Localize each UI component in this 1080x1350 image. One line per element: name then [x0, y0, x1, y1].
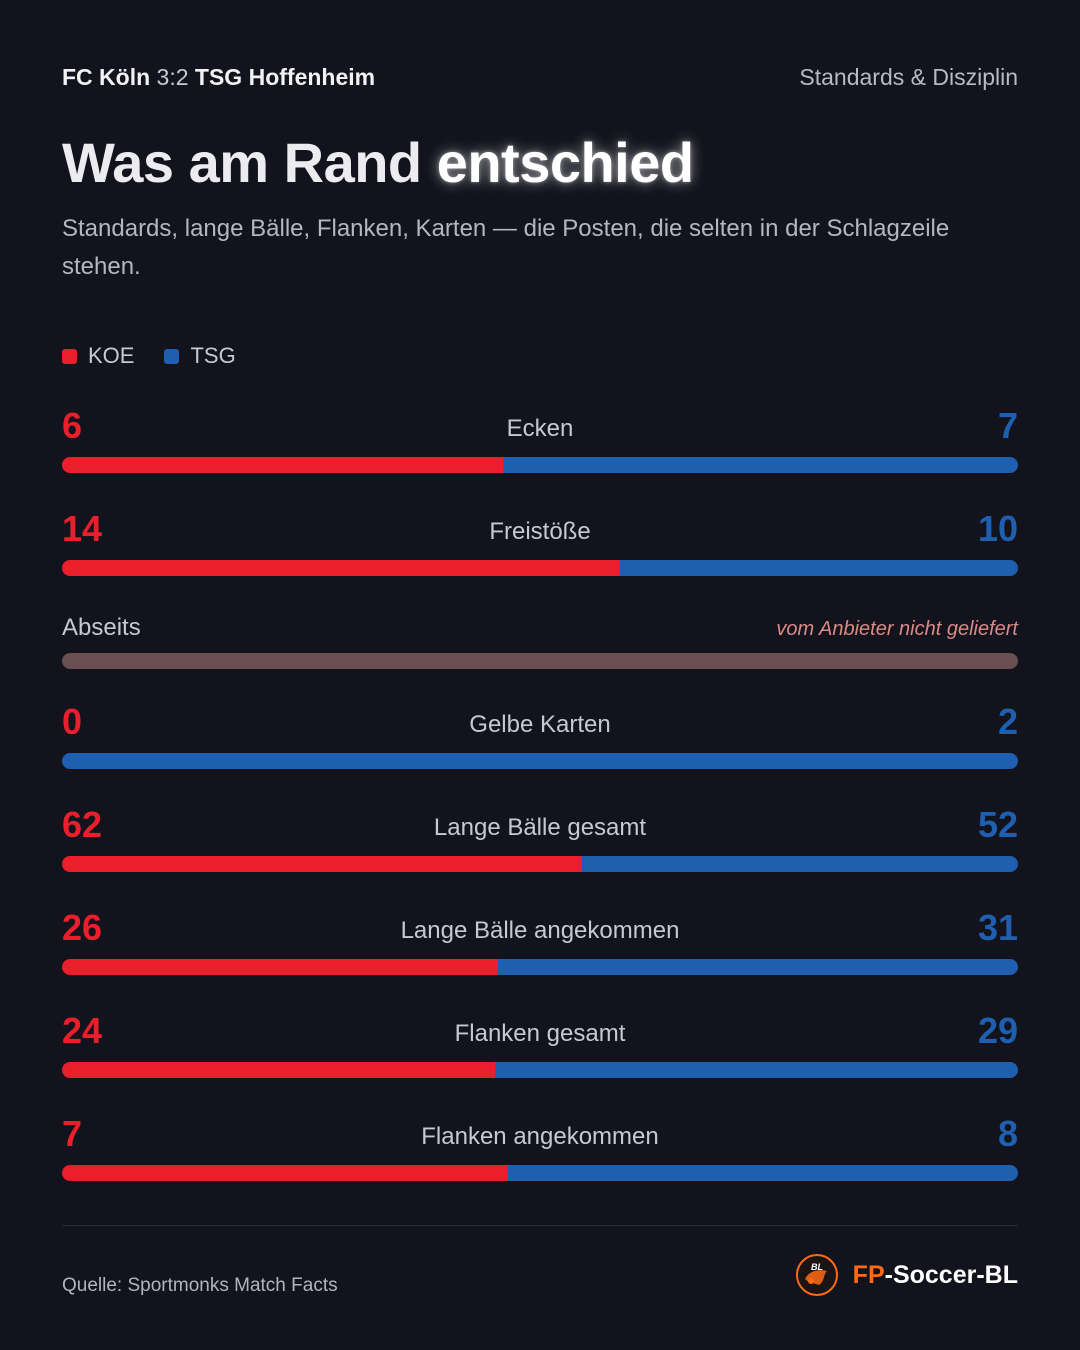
bar-segment-away [494, 1062, 1018, 1078]
stat-row: Abseits vom Anbieter nicht geliefert [62, 606, 1018, 693]
legend-swatch-away [164, 348, 180, 364]
bar-segment-away [619, 560, 1018, 576]
away-team: TSG Hoffenheim [194, 64, 376, 90]
stat-bar [62, 959, 1018, 975]
page-subtitle: Standards, lange Bälle, Flanken, Karten … [62, 215, 950, 280]
value-home: 6 [62, 405, 83, 446]
stat-label: Ecken [506, 415, 574, 442]
bar-segment-home [62, 457, 504, 473]
stat-label: Abseits [62, 614, 141, 641]
stat-label: Flanken gesamt [454, 1020, 626, 1047]
missing-note: vom Anbieter nicht geliefert [776, 618, 1018, 640]
stat-row: 7 Flanken angekommen 8 [62, 1108, 1018, 1211]
brand-logo-icon: BL [795, 1254, 838, 1296]
stat-label: Flanken angekommen [421, 1123, 659, 1150]
stat-label: Lange Bälle angekommen [400, 917, 680, 944]
section-label: Standards & Disziplin [799, 64, 1018, 90]
footer-divider [62, 1225, 1018, 1226]
infographic: FC Köln 3:2 TSG Hoffenheim Standards & D… [62, 0, 1018, 1350]
source-note: Quelle: Sportmonks Match Facts [62, 1275, 338, 1296]
legend: KOE TSG [62, 342, 266, 370]
value-away: 52 [977, 804, 1018, 845]
stat-label: Freistöße [489, 518, 591, 545]
value-away: 7 [997, 405, 1018, 446]
bar-segment-home [62, 1062, 495, 1078]
stat-bar [62, 1165, 1018, 1181]
value-away: 31 [977, 907, 1018, 948]
value-away: 29 [977, 1010, 1018, 1051]
legend-swatch-home [62, 348, 77, 364]
value-home: 24 [62, 1010, 103, 1051]
value-home: 26 [62, 907, 103, 948]
brand-name-fp: FP [852, 1260, 885, 1289]
match-info: FC Köln 3:2 TSG Hoffenheim [62, 64, 375, 91]
bar-segment-away [508, 1165, 1018, 1181]
stat-label: Gelbe Karten [469, 711, 611, 738]
value-home: 62 [62, 804, 103, 845]
value-home: 7 [62, 1113, 83, 1154]
legend-item-away: TSG [164, 343, 236, 369]
brand: BL FP-Soccer-BL [795, 1252, 1018, 1298]
bar-segment-home [62, 560, 620, 576]
stat-bar-missing [62, 653, 1018, 669]
stat-row: 14 Freistöße 10 [62, 503, 1018, 606]
bar-segment-away [581, 856, 1018, 872]
stat-row: 6 Ecken 7 [62, 400, 1018, 503]
bar-segment-home [62, 959, 499, 975]
bar-segment-away [503, 457, 1018, 473]
match-score: 3:2 [156, 64, 189, 90]
value-away: 10 [977, 508, 1018, 549]
value-home: 0 [62, 701, 83, 742]
stat-label: Lange Bälle gesamt [433, 814, 647, 841]
brand-name: FP-Soccer-BL [853, 1261, 1018, 1290]
title-part1: Was am Rand [62, 131, 422, 194]
value-away: 2 [997, 701, 1018, 742]
header-line: FC Köln 3:2 TSG Hoffenheim Standards & D… [62, 64, 1018, 96]
stat-bar [62, 856, 1018, 872]
value-away: 8 [997, 1113, 1018, 1154]
bar-segment-away [62, 753, 1018, 769]
legend-label-home: KOE [88, 343, 135, 368]
stat-bar [62, 457, 1018, 473]
page-title: Was am Rand entschied [62, 130, 694, 195]
stat-row: 24 Flanken gesamt 29 [62, 1005, 1018, 1108]
stat-row: 26 Lange Bälle angekommen 31 [62, 902, 1018, 1005]
stat-row: 0 Gelbe Karten 2 [62, 696, 1018, 799]
bar-segment-home [62, 856, 582, 872]
stat-bar [62, 560, 1018, 576]
brand-name-rest: -Soccer-BL [884, 1260, 1018, 1289]
stat-bar [62, 1062, 1018, 1078]
home-team: FC Köln [62, 64, 151, 90]
bar-segment-away [498, 959, 1018, 975]
brand-logo-text: BL [811, 1262, 823, 1272]
legend-label-away: TSG [190, 343, 236, 368]
stat-bar [62, 753, 1018, 769]
legend-item-home: KOE [62, 343, 134, 369]
value-home: 14 [62, 508, 103, 549]
bar-segment-home [62, 1165, 509, 1181]
stat-row: 62 Lange Bälle gesamt 52 [62, 799, 1018, 902]
title-emphasis: entschied [436, 131, 694, 194]
